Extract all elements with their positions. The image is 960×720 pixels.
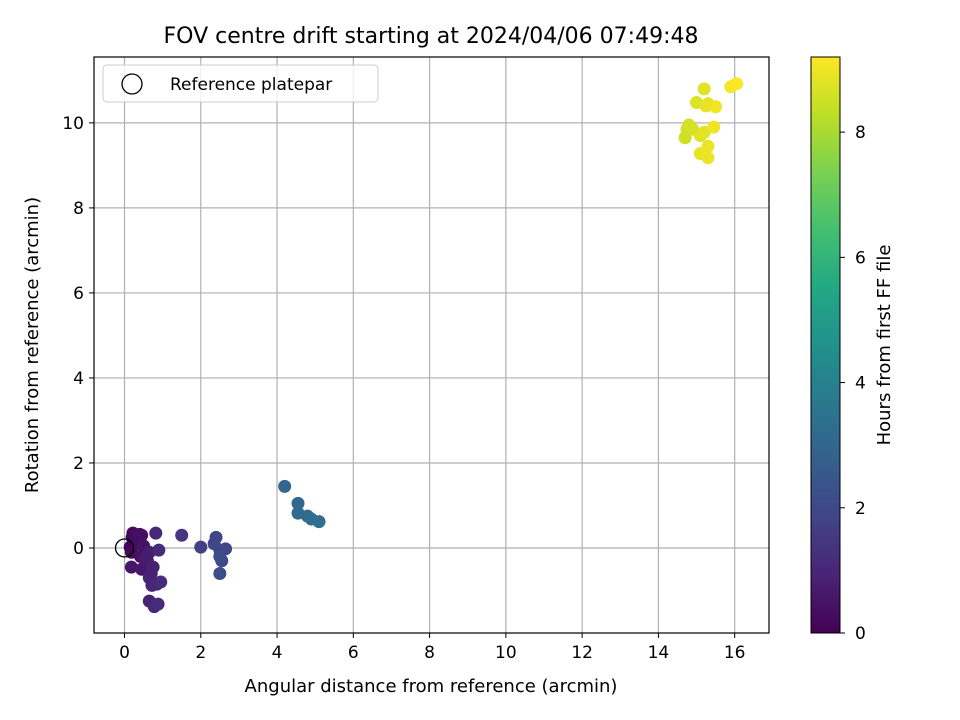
legend-label: Reference platepar [170, 75, 332, 95]
data-points [123, 77, 744, 614]
x-axis-ticks: 0 2 4 6 8 10 12 14 16 [119, 633, 745, 663]
scatter-point [213, 549, 227, 563]
colorbar-label: Hours from first FF file [874, 245, 895, 446]
scatter-point [697, 82, 711, 96]
scatter-point [312, 515, 326, 529]
y-axis-ticks: 0 2 4 6 8 10 [62, 114, 94, 559]
legend-marker-icon [121, 73, 143, 95]
x-axis-label: Angular distance from reference (arcmin) [245, 676, 618, 697]
scatter-point [152, 543, 166, 557]
scatter-point [135, 528, 149, 542]
colorbar-tick-label: 2 [855, 499, 866, 519]
x-tick-label: 16 [724, 643, 746, 663]
reference-marker [114, 538, 135, 558]
scatter-point [154, 575, 168, 589]
y-tick-label: 10 [62, 114, 84, 134]
x-tick-label: 10 [495, 643, 517, 663]
scatter-point [194, 540, 208, 554]
colorbar-tick-label: 6 [855, 248, 866, 268]
legend: Reference platepar [102, 64, 379, 103]
scatter-point [697, 125, 711, 139]
y-tick-label: 8 [73, 199, 84, 219]
colorbar-tick-label: 0 [855, 624, 866, 644]
colorbar-tick-label: 4 [855, 374, 866, 394]
x-tick-label: 14 [648, 643, 670, 663]
grid-lines [94, 57, 769, 633]
x-tick-label: 12 [571, 643, 593, 663]
scatter-point [124, 560, 138, 574]
colorbar-ticks: 0 2 4 6 8 [840, 123, 866, 644]
y-axis-label: Rotation from reference (arcmin) [22, 197, 43, 493]
y-tick-label: 2 [73, 454, 84, 474]
y-tick-label: 6 [73, 284, 84, 304]
scatter-point [701, 139, 715, 153]
scatter-point [291, 496, 305, 510]
x-tick-label: 0 [119, 643, 130, 663]
colorbar-tick-label: 8 [855, 123, 866, 143]
y-tick-label: 0 [73, 539, 84, 559]
scatter-point [213, 566, 227, 580]
x-tick-label: 8 [424, 643, 435, 663]
x-tick-label: 6 [348, 643, 359, 663]
scatter-point [730, 77, 744, 91]
scatter-point [146, 560, 160, 574]
scatter-point [149, 526, 163, 540]
scatter-point [709, 100, 723, 114]
chart-title: FOV centre drift starting at 2024/04/06 … [164, 24, 699, 49]
colorbar [810, 56, 841, 634]
x-tick-label: 2 [195, 643, 206, 663]
plot-frame [93, 56, 770, 634]
reference-platepar-point [114, 538, 135, 558]
legend-box [102, 64, 379, 103]
scatter-point [701, 151, 715, 165]
scatter-point [707, 120, 721, 134]
scatter-point [175, 528, 189, 542]
scatter-point [151, 597, 165, 611]
y-tick-label: 4 [73, 369, 84, 389]
scatter-point [278, 479, 292, 493]
x-tick-label: 4 [272, 643, 283, 663]
